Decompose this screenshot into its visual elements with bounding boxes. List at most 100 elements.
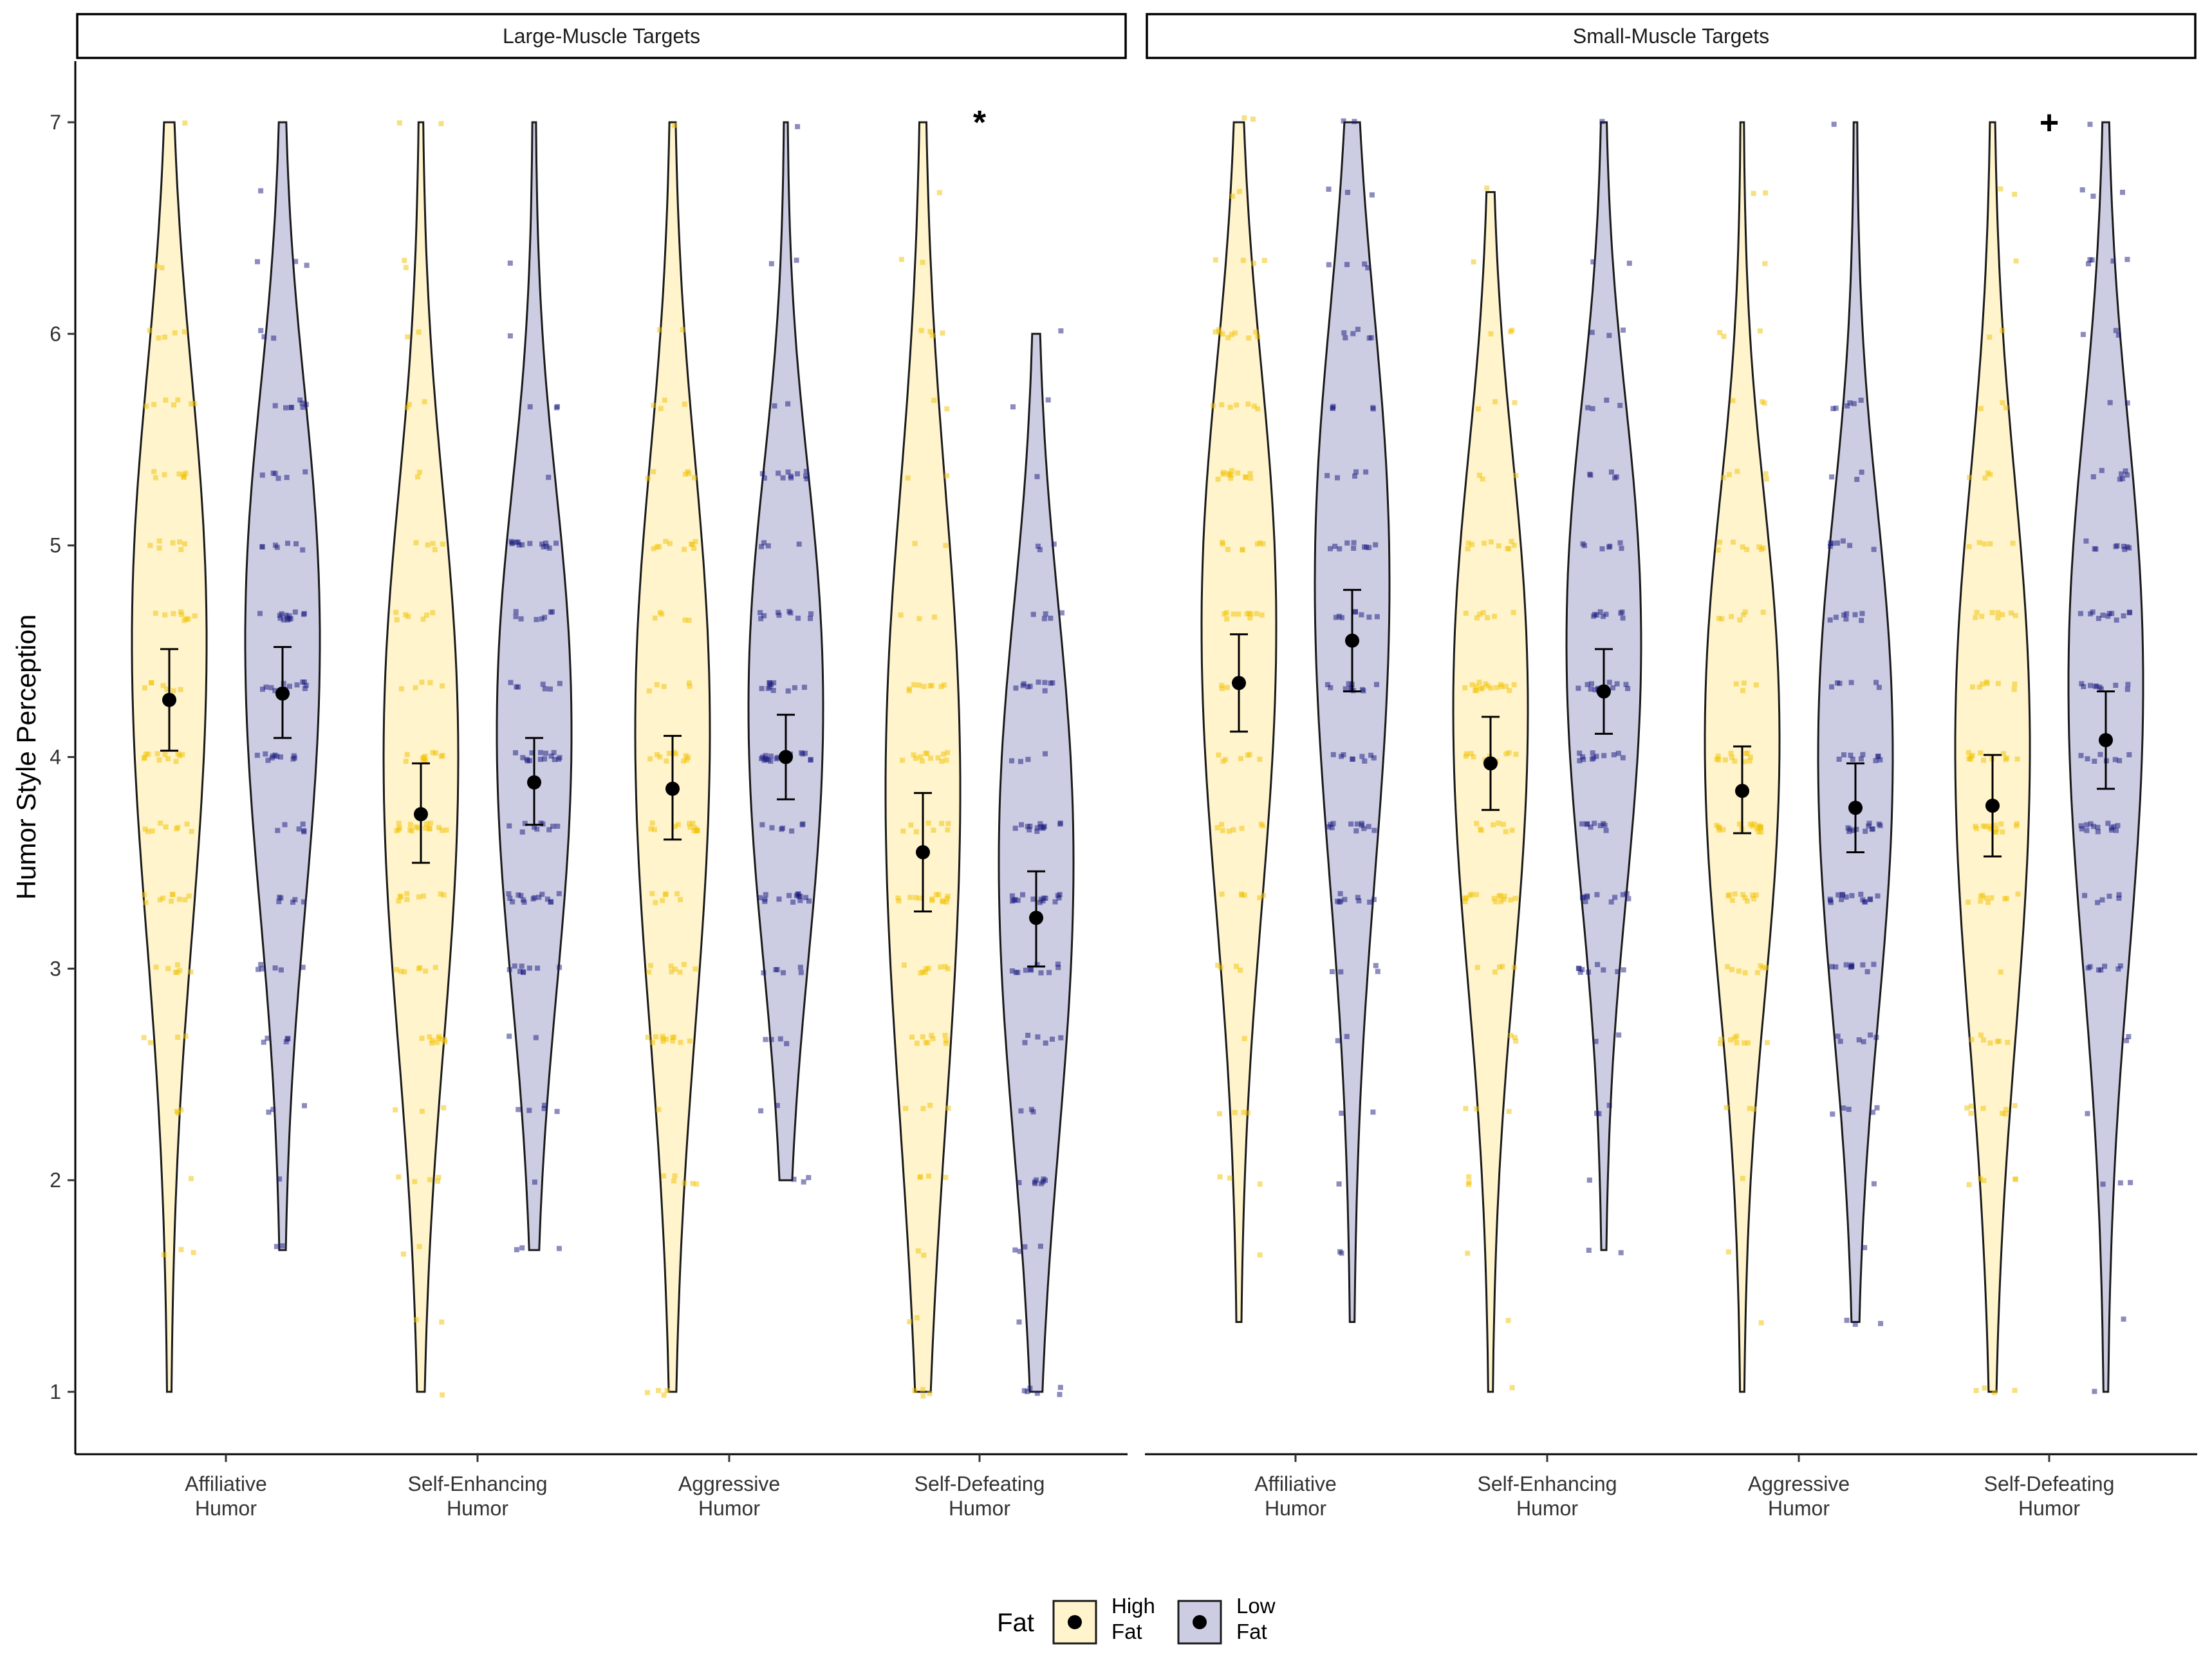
jitter-point [925,820,931,826]
jitter-point [529,750,535,755]
mean-point [275,686,290,701]
jitter-point [1847,400,1853,406]
jitter-point [691,475,697,481]
jitter-point [920,1105,926,1111]
jitter-point [177,968,183,974]
jitter-point [690,820,696,826]
jitter-point [900,828,906,834]
jitter-point [929,683,934,689]
jitter-point [1227,1175,1232,1181]
jitter-point [1762,261,1768,266]
jitter-point [1726,472,1732,477]
jitter-point [1474,615,1480,621]
jitter-point [929,898,935,903]
jitter-point [432,750,438,756]
jitter-point [1343,335,1348,340]
jitter-point [1034,474,1040,479]
jitter-point [906,686,912,692]
jitter-point [1756,544,1762,550]
jitter-point [1211,403,1216,409]
jitter-point [516,1107,521,1113]
jitter-point [1845,403,1850,409]
jitter-point [687,683,692,689]
jitter-point [673,751,679,757]
jitter-point [784,1040,790,1046]
jitter-point [1022,1244,1028,1250]
violin-shape [1817,121,1894,1323]
jitter-point [808,757,813,763]
jitter-point [553,405,559,411]
jitter-point [192,613,198,619]
jitter-point [924,751,930,756]
jitter-point [297,397,303,403]
jitter-point [1603,827,1609,833]
jitter-point [691,828,697,834]
jitter-point [265,1035,270,1041]
jitter-point [651,403,656,408]
jitter-point [145,752,151,757]
jitter-point [759,544,765,550]
jitter-point [1594,1111,1600,1116]
jitter-point [1601,753,1607,759]
jitter-point [1055,961,1061,967]
jitter-point [1993,822,1998,828]
jitter-point [769,825,775,831]
jitter-point [1844,1317,1850,1323]
jitter-point [2008,610,2014,616]
jitter-point [1055,892,1061,898]
jitter-point [1042,688,1048,694]
jitter-point [1979,613,1985,619]
jitter-point [142,826,148,832]
jitter-point [178,1246,184,1252]
jitter-point [1721,333,1727,339]
jitter-point [548,899,554,905]
jitter-point [513,614,519,620]
jitter-point [2095,824,2101,830]
jitter-point [396,1174,402,1180]
jitter-point [2094,683,2099,689]
jitter-point [1330,969,1335,974]
jitter-point [1330,820,1336,826]
jitter-point [651,469,656,474]
jitter-point [1362,261,1368,267]
jitter-point [780,475,786,481]
jitter-point [2090,193,2096,199]
jitter-point [265,757,271,763]
jitter-point [1862,1244,1868,1250]
jitter-point [941,751,946,757]
jitter-points [2077,122,2133,1394]
jitter-point [1348,685,1353,691]
jitter-point [677,969,683,975]
jitter-point [1337,546,1343,551]
jitter-point [1498,899,1504,905]
mean-point [916,845,930,860]
jitter-point [423,821,429,827]
legend-label: Low Fat [1236,1594,1276,1643]
jitter-point [1592,687,1598,692]
jitter-point [1228,476,1234,481]
jitter-point [1736,968,1742,974]
jitter-point [408,822,413,827]
jitter-point [945,820,951,826]
jitter-point [2012,1103,2018,1109]
jitter-point [1756,829,1761,835]
jitter-point [2100,613,2106,618]
jitter-point [2077,611,2083,616]
jitter-point [2121,544,2126,549]
jitter-point [1722,757,1728,763]
jitter-point [189,1176,194,1181]
jitter-point [757,610,763,616]
jitter-point [692,539,698,544]
jitter-point [1465,1250,1471,1256]
jitter-point [1856,1037,1862,1042]
jitter-point [669,969,674,974]
jitter-point [293,541,299,547]
jitter-point [539,616,544,622]
jitter-point [1590,750,1595,755]
jitter-point [1591,613,1597,619]
jitter-point [160,683,166,689]
jitter-point [2079,826,2085,832]
jitter-point [258,962,264,967]
jitter-point [936,190,942,196]
jitter-point [1974,609,1980,615]
